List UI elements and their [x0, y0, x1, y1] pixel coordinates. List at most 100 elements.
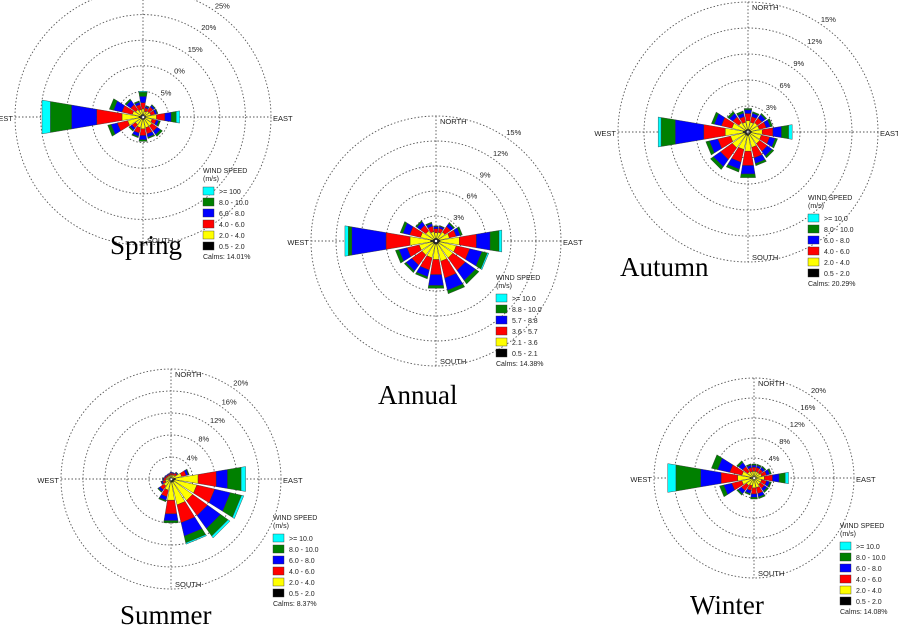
petal-112.5-bin-0 [480, 252, 490, 270]
petal-292.5-bin-2 [164, 475, 167, 478]
petal-90-bin-2 [772, 473, 780, 483]
legend-swatch [807, 257, 820, 267]
petal-202.5-bin-1 [744, 491, 751, 496]
ring-label: 15% [506, 128, 521, 137]
calms-label: Calms: 20.29% [808, 281, 855, 288]
ring-label: 8% [198, 435, 209, 444]
petal-270-bin-0 [667, 463, 677, 493]
title-autumn: Autumn [620, 252, 709, 282]
petal-135-bin-1 [764, 148, 775, 159]
petal-90-bin-1 [489, 230, 500, 252]
petal-135-bin-1 [463, 268, 480, 285]
legend-title: (m/s) [496, 283, 512, 290]
legend-swatch [807, 268, 820, 278]
legend-label: 8.0 - 10.0 [219, 200, 249, 207]
petal-292.5-bin-1 [711, 454, 723, 470]
petal-180-bin-1 [163, 520, 179, 524]
petal-247.5-bin-1 [107, 124, 116, 137]
petal-270-bin-2 [71, 104, 97, 130]
petal-202.5-bin-1 [415, 271, 428, 280]
legend-swatch [839, 596, 852, 606]
ring-label: 3% [453, 213, 464, 222]
legend-label: 8.0 - 10.0 [856, 555, 886, 562]
petal-337.5-bin-2 [167, 472, 171, 475]
petal-180-bin-1 [138, 139, 148, 142]
petal-0-bin-1 [751, 463, 757, 466]
petal-90-bin-0 [784, 471, 789, 485]
legend-title: WIND SPEED [203, 168, 247, 175]
petal-180-bin-3 [430, 259, 442, 275]
petal-337.5-bin-1 [425, 221, 433, 226]
petal-157.5-bin-0 [185, 534, 207, 545]
legend-label: 4.0 - 6.0 [219, 222, 245, 229]
calms-label: Calms: 8.37% [273, 601, 317, 608]
petal-315-bin-2 [165, 473, 169, 477]
legend-swatch [807, 235, 820, 245]
legend-label: 4.0 - 6.0 [856, 577, 882, 584]
petal-292.5-bin-1 [399, 221, 408, 234]
petal-202.5-bin-1 [158, 497, 167, 503]
compass-west: WEST [594, 129, 616, 138]
petal-90-bin-3 [764, 474, 773, 482]
calms-label: Calms: 14.08% [840, 609, 887, 616]
petal-270-bin-3 [385, 232, 411, 250]
petal-45-bin-1 [760, 112, 768, 120]
ring-label: 25% [215, 1, 230, 10]
compass-south: SOUTH [175, 580, 201, 589]
legend-swatch [272, 544, 285, 554]
petal-0-bin-2 [751, 465, 757, 468]
petal-90-bin-2 [164, 112, 172, 122]
legend-label: 2.0 - 4.0 [289, 580, 315, 587]
petal-202.5-bin-1 [131, 133, 139, 139]
legend-swatch [495, 315, 508, 325]
legend-swatch [202, 208, 215, 218]
legend-swatch [839, 541, 852, 551]
legend-label: 0.5 - 2.0 [824, 271, 850, 278]
petal-0-bin-1 [743, 108, 753, 111]
legend-swatch [839, 552, 852, 562]
compass-west: WEST [630, 475, 652, 484]
petal-67.5-bin-1 [767, 468, 772, 475]
legend-title: (m/s) [808, 203, 824, 210]
petal-337.5-bin-1 [746, 463, 752, 467]
legend-label: 4.0 - 6.0 [824, 249, 850, 256]
legend-label: >= 10.0 [289, 536, 313, 543]
compass-north: NORTH [758, 379, 785, 388]
petal-0-bin-0 [138, 91, 148, 93]
legend-title: WIND SPEED [273, 515, 317, 522]
petal-0-bin-3 [751, 467, 757, 472]
compass-east: EAST [880, 129, 898, 138]
compass-east: EAST [563, 238, 583, 247]
grid-ring [40, 14, 246, 220]
petal-270-bin-2 [351, 226, 387, 256]
petal-90-bin-0 [175, 110, 180, 124]
ring-label: 0% [174, 67, 185, 76]
legend-label: 8.8 - 10.0 [512, 307, 542, 314]
ring-label: 12% [790, 420, 805, 429]
legend-swatch [495, 326, 508, 336]
compass-south: SOUTH [758, 569, 784, 578]
petal-157.5-bin-1 [147, 134, 156, 139]
petal-270-bin-1 [348, 226, 353, 256]
compass-south: SOUTH [147, 236, 173, 245]
legend-label: 2.0 - 4.0 [824, 260, 850, 267]
compass-north: NORTH [175, 370, 202, 379]
calms-label: Calms: 14.38% [496, 361, 543, 368]
ring-label: 12% [210, 416, 225, 425]
legend-label: 0.5 - 2.0 [856, 599, 882, 606]
petal-90-bin-3 [761, 127, 774, 137]
legend-label: 2.0 - 4.0 [219, 233, 245, 240]
legend-swatch [202, 241, 215, 251]
legend-swatch [202, 186, 215, 196]
ring-label: 4% [769, 454, 780, 463]
legend-swatch [807, 246, 820, 256]
compass-west: WEST [287, 238, 309, 247]
compass-east: EAST [273, 114, 293, 123]
wind-rose-annual: 3% 6% 9% 12% 15% NORTH EAST SOUTH WEST WIND SPEED… [270, 110, 583, 430]
legend-label: 0.5 - 2.0 [219, 244, 245, 251]
petal-270-bin-1 [162, 477, 164, 481]
wind-rose-winter: 4% 8% 12% 16% 20% NORTH EAST SOUTH WEST WIND SPEE… [600, 375, 898, 631]
